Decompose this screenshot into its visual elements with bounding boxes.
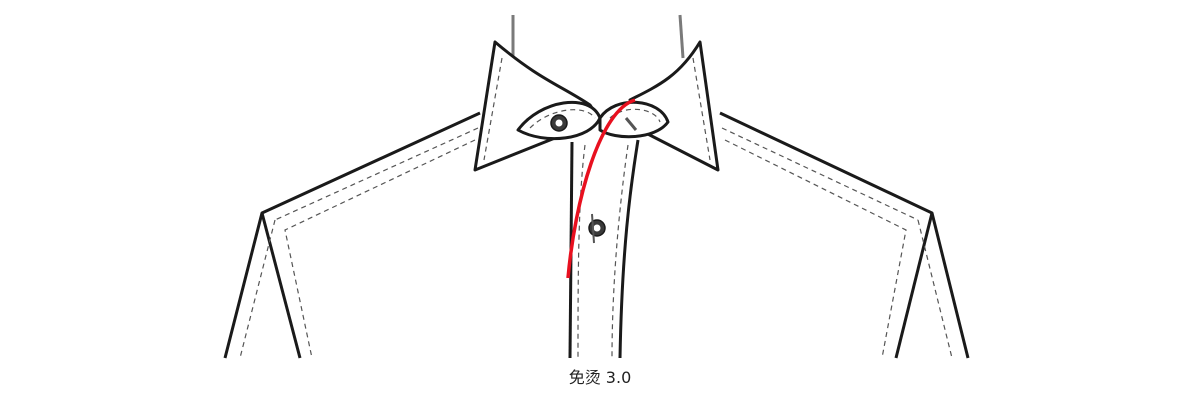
shoulder-stitching — [239, 127, 953, 359]
hanger-hooks — [511, 14, 685, 59]
highlight-seam-line — [566, 98, 636, 279]
placket-stitching — [577, 144, 629, 359]
placket-button-icon — [588, 213, 606, 244]
collar-buttonhole — [624, 117, 638, 131]
caption-text: 免烫 3.0 — [568, 368, 632, 387]
placket — [568, 139, 640, 359]
shirt-collar-diagram — [223, 14, 970, 359]
collar-button-icon — [550, 114, 568, 132]
collar-stitching — [483, 57, 711, 161]
shirt-body — [223, 111, 970, 359]
